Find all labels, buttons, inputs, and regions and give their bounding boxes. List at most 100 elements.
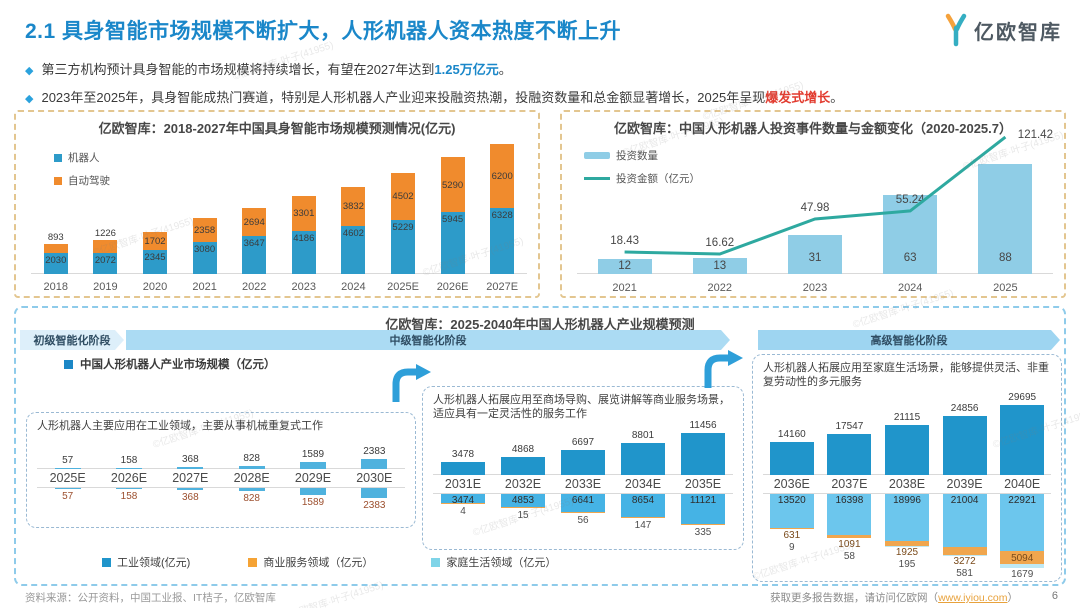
total-bar <box>300 462 326 469</box>
total-value-label: 11456 <box>689 420 717 431</box>
commercial-value-label: 1091 <box>838 538 861 550</box>
legend-label: 投资金额（亿元） <box>616 173 700 185</box>
embodied-market-chart-panel: 亿欧智库：2018-2027年中国具身智能市场规模预测情况(亿元) 机器人 自动驾… <box>14 110 540 298</box>
industrial-bar <box>116 488 142 489</box>
group-note: 人形机器人拓展应用至家庭生活场景，能够提供灵活、非重复劳动性的多元服务 <box>763 362 1049 389</box>
robot-value-label: 2072 <box>94 254 116 266</box>
total-value-label: 29695 <box>1008 392 1037 403</box>
stage-arrow-2: 中级智能化阶段 <box>126 330 730 350</box>
iyiou-link[interactable]: www.iyiou.com <box>938 592 1008 604</box>
robot-bar-segment <box>291 230 316 274</box>
industrial-value-label: 2383 <box>363 500 386 511</box>
total-bar <box>238 465 265 469</box>
industrial-value-label: 13520 <box>777 495 806 506</box>
industrial-bar <box>441 494 485 504</box>
investment-amount-line <box>624 135 1007 256</box>
commercial-value-label: 5094 <box>1011 552 1034 564</box>
household-value-label: 9 <box>789 542 795 554</box>
total-value-label: 828 <box>243 452 260 464</box>
total-value-label: 3478 <box>451 449 475 461</box>
legend-label: 工业领域(亿元) <box>117 557 191 569</box>
year-label: 2036E <box>773 477 810 491</box>
page-number: 6 <box>1051 590 1058 602</box>
total-value-label: 2383 <box>363 446 386 457</box>
household-value-label: 581 <box>956 567 973 579</box>
logo-text: 亿欧智库 <box>974 21 1062 44</box>
commercial-bar <box>827 534 872 538</box>
amount-value-label: 16.62 <box>705 237 735 249</box>
total-value-label: 17547 <box>835 420 864 432</box>
legend-label: 机器人 <box>68 152 100 164</box>
x-tick-label: 2027E <box>486 281 519 293</box>
autodrive-value-label: 3301 <box>293 208 315 220</box>
industrial-bar <box>300 488 326 495</box>
year-label: 2027E <box>172 471 209 485</box>
autodrive-value-label: 5290 <box>442 179 464 191</box>
industrial-bar <box>177 488 204 490</box>
legend-swatch <box>431 557 441 567</box>
bullet-item: ◆ 第三方机构预计具身智能的市场规模将持续增长，有望在2027年达到1.25万亿元… <box>25 59 843 78</box>
year-label: 2037E <box>831 477 868 491</box>
count-bar <box>597 259 652 274</box>
legend-item: 商业服务领域（亿元） <box>248 554 373 570</box>
commercial-bar <box>942 546 987 555</box>
industrial-value-label: 6641 <box>571 495 595 506</box>
household-value-label: 58 <box>843 550 855 562</box>
chart-title: 亿欧智库：2025-2040年中国人形机器人产业规模预测 <box>385 317 695 332</box>
investment-chart-panel: 亿欧智库：中国人形机器人投资事件数量与金额变化（2020-2025.7） 投资数… <box>560 110 1066 298</box>
commercial-bar <box>681 524 725 525</box>
total-bar <box>621 442 665 475</box>
year-label: 2032E <box>504 477 542 491</box>
industrial-value-label: 11121 <box>689 495 717 506</box>
industrial-bar <box>1000 494 1045 552</box>
commercial-value-label: 4 <box>460 505 466 517</box>
mini-axis-line <box>37 468 405 469</box>
commercial-value-label: 147 <box>634 519 652 531</box>
chart-legend: 机器人 自动驾驶 <box>54 150 110 188</box>
total-bar <box>361 459 388 469</box>
x-tick-label: 2022 <box>707 282 733 294</box>
x-tick-label: 2019 <box>93 281 118 293</box>
cta-text-end: ） <box>1007 592 1019 604</box>
legend-swatch <box>248 557 258 567</box>
autodrive-bar-segment <box>43 243 68 253</box>
commercial-value-label: 3272 <box>953 555 976 567</box>
robot-bar-segment <box>143 249 167 274</box>
commercial-value-label: 1925 <box>895 547 919 559</box>
industrial-bar <box>621 494 665 518</box>
brand-logo: 亿欧智库 <box>941 13 1062 47</box>
industrial-value-label: 3474 <box>451 495 475 506</box>
x-tick-label: 2025E <box>387 281 419 293</box>
robot-bar-segment <box>93 252 118 274</box>
group-note: 人形机器人拓展应用至商场导购、展览讲解等商业服务场景，适应具有一定灵活性的服务工… <box>433 394 730 421</box>
key-findings: ◆ 第三方机构预计具身智能的市场规模将持续增长，有望在2027年达到1.25万亿元… <box>25 59 843 115</box>
legend-item: 投资数量 <box>584 148 700 163</box>
total-bar <box>561 450 605 475</box>
x-tick-label: 2022 <box>241 281 267 293</box>
legend-item: 家庭生活领域（亿元） <box>431 554 556 570</box>
household-value-label: 1679 <box>1011 569 1034 581</box>
logo-y-icon <box>945 13 967 47</box>
robot-value-label: 2030 <box>45 254 67 266</box>
robot-bar-segment <box>440 212 465 274</box>
legend-item: 自动驾驶 <box>54 173 110 188</box>
commercial-value-label: 631 <box>783 530 801 542</box>
industrial-value-label: 8654 <box>631 495 655 506</box>
robot-value-label: 3080 <box>194 244 216 256</box>
x-tick-label: 2024 <box>897 282 923 294</box>
diamond-bullet-icon: ◆ <box>25 93 34 105</box>
bullet-item: ◆ 2023年至2025年，具身智能成热门赛道，特别是人形机器人产业迎来投融资热潮… <box>25 87 843 106</box>
year-label: 2028E <box>233 471 270 485</box>
industrial-value-label: 4853 <box>511 495 535 506</box>
commercial-bar <box>501 507 545 508</box>
commercial-value-label: 56 <box>577 514 589 526</box>
industrial-value-label: 57 <box>62 491 74 502</box>
industrial-value-label: 22921 <box>1008 495 1037 506</box>
commercial-value-label: 335 <box>694 526 712 538</box>
total-bar <box>1000 405 1045 475</box>
household-value-label: 195 <box>898 559 916 571</box>
legend-label: 自动驾驶 <box>68 175 110 187</box>
year-label: 2039E <box>946 477 983 491</box>
autodrive-bar-segment <box>391 173 415 220</box>
autodrive-value-label: 4502 <box>392 191 414 203</box>
